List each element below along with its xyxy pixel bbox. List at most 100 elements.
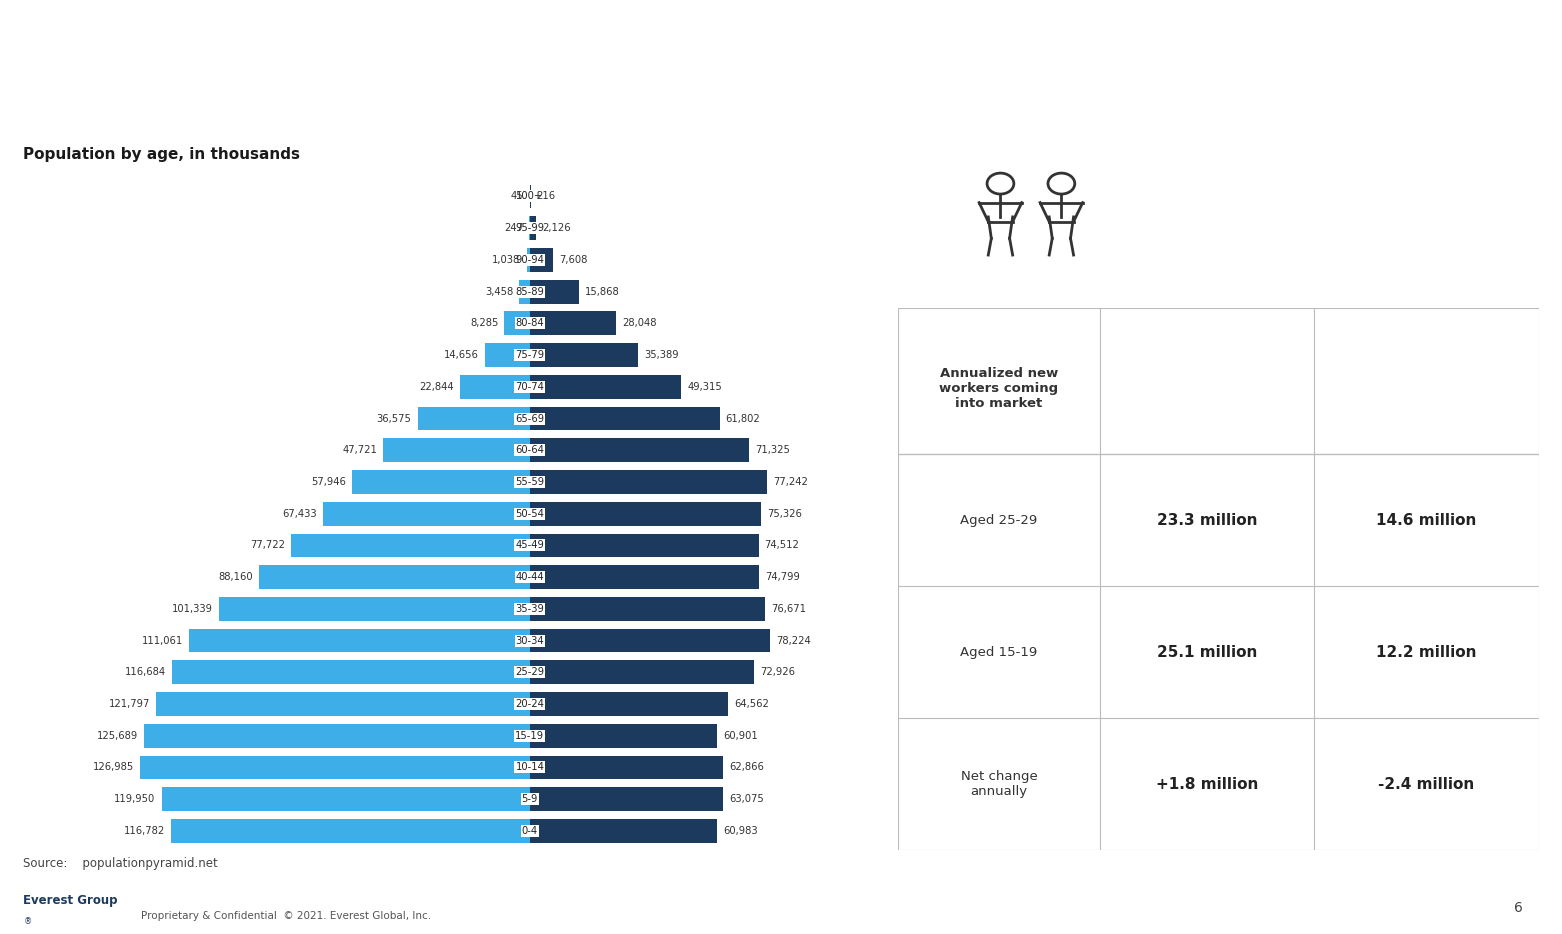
Bar — [530, 406, 720, 431]
Text: 76,671: 76,671 — [772, 604, 806, 614]
Text: Annualized new
workers coming
into market: Annualized new workers coming into marke… — [939, 367, 1059, 410]
Text: 63,075: 63,075 — [729, 794, 764, 804]
Bar — [530, 724, 717, 747]
Text: 74,512: 74,512 — [765, 541, 800, 550]
Text: 80-84: 80-84 — [515, 318, 544, 329]
Text: 72,926: 72,926 — [759, 667, 795, 677]
Bar — [530, 597, 765, 621]
Text: 67,433: 67,433 — [283, 509, 317, 518]
Text: 30-34: 30-34 — [515, 635, 544, 645]
Text: 10-14: 10-14 — [515, 762, 544, 772]
Text: 60,901: 60,901 — [723, 730, 758, 741]
Text: 216: 216 — [537, 191, 556, 202]
Text: people: people — [17, 103, 97, 122]
Text: 49,315: 49,315 — [687, 382, 722, 392]
Text: 7,608: 7,608 — [559, 255, 587, 265]
Bar — [526, 248, 530, 272]
Text: 62,866: 62,866 — [729, 762, 764, 772]
Text: 50-54: 50-54 — [515, 509, 544, 518]
Text: Population by age, in thousands: Population by age, in thousands — [23, 147, 300, 162]
Text: 121,797: 121,797 — [108, 699, 150, 709]
Bar — [323, 502, 530, 526]
Bar — [530, 217, 536, 240]
Text: 90-94: 90-94 — [515, 255, 544, 265]
Text: 35,389: 35,389 — [645, 350, 679, 361]
Text: 15-19: 15-19 — [515, 730, 545, 741]
Text: 8,285: 8,285 — [470, 318, 498, 329]
Bar — [530, 438, 748, 462]
Text: 85-89: 85-89 — [515, 287, 544, 297]
Bar — [530, 343, 639, 367]
Text: 57,946: 57,946 — [311, 477, 345, 487]
Text: 75,326: 75,326 — [767, 509, 801, 518]
Text: 1,038: 1,038 — [492, 255, 520, 265]
Bar — [530, 819, 717, 842]
Text: 100+: 100+ — [515, 191, 544, 202]
Text: 14,656: 14,656 — [444, 350, 478, 361]
Text: 71,325: 71,325 — [754, 446, 790, 455]
Bar — [141, 756, 530, 779]
Text: 2,126: 2,126 — [542, 223, 572, 234]
Text: 22,844: 22,844 — [419, 382, 453, 392]
Bar — [530, 533, 759, 558]
Bar — [530, 692, 728, 716]
Text: 45-49: 45-49 — [515, 541, 544, 550]
Bar — [219, 597, 530, 621]
Bar — [484, 343, 530, 367]
Text: 116,684: 116,684 — [125, 667, 166, 677]
Text: 125,689: 125,689 — [97, 730, 137, 741]
Text: 35-39: 35-39 — [515, 604, 544, 614]
Bar — [172, 819, 530, 842]
Bar — [530, 787, 723, 811]
Bar — [530, 375, 681, 399]
Bar — [144, 724, 530, 747]
Text: Proprietary & Confidential  © 2021. Everest Global, Inc.: Proprietary & Confidential © 2021. Evere… — [141, 911, 431, 921]
Text: ®: ® — [23, 916, 31, 926]
Text: 88,160: 88,160 — [219, 573, 253, 582]
Text: 45: 45 — [511, 191, 523, 202]
Text: 95-99: 95-99 — [515, 223, 545, 234]
Text: 36,575: 36,575 — [376, 414, 411, 423]
Text: 126,985: 126,985 — [92, 762, 134, 772]
Bar — [530, 629, 770, 653]
Text: 15,868: 15,868 — [584, 287, 620, 297]
Bar — [156, 692, 530, 716]
Bar — [459, 375, 530, 399]
Text: 78,224: 78,224 — [776, 635, 811, 645]
Text: 74,799: 74,799 — [765, 573, 800, 582]
Bar — [172, 660, 530, 685]
Text: 77,242: 77,242 — [773, 477, 808, 487]
Text: +1.8 million: +1.8 million — [1156, 776, 1259, 791]
Text: 47,721: 47,721 — [342, 446, 378, 455]
Bar — [291, 533, 530, 558]
Bar — [530, 660, 754, 685]
Text: 25.1 million: 25.1 million — [1157, 644, 1257, 659]
Text: 64,562: 64,562 — [734, 699, 769, 709]
Text: 0-4: 0-4 — [522, 826, 537, 836]
Bar — [417, 406, 530, 431]
Bar — [530, 311, 615, 335]
Text: 247: 247 — [505, 223, 523, 234]
Bar — [189, 629, 530, 653]
Bar — [383, 438, 530, 462]
Text: 40-44: 40-44 — [515, 573, 544, 582]
Text: 60,983: 60,983 — [723, 826, 758, 836]
Text: 3,458: 3,458 — [484, 287, 512, 297]
Text: 25-29: 25-29 — [515, 667, 545, 677]
Bar — [530, 248, 553, 272]
Bar — [519, 280, 530, 304]
Text: 77,722: 77,722 — [250, 541, 286, 550]
Text: The labor pyramids for North American and Europe show fewer new wo: The labor pyramids for North American an… — [17, 49, 859, 69]
Bar — [351, 470, 530, 494]
Text: 28,048: 28,048 — [622, 318, 656, 329]
Text: 101,339: 101,339 — [172, 604, 212, 614]
Text: 61,802: 61,802 — [726, 414, 761, 423]
Text: 55-59: 55-59 — [515, 477, 545, 487]
Text: Net change
annually: Net change annually — [961, 770, 1037, 798]
Text: Aged 25-29: Aged 25-29 — [961, 514, 1037, 527]
Text: India: India — [1186, 374, 1229, 389]
Bar — [162, 787, 530, 811]
Bar — [530, 756, 723, 779]
Bar — [259, 565, 530, 589]
Text: 6: 6 — [1514, 901, 1523, 915]
